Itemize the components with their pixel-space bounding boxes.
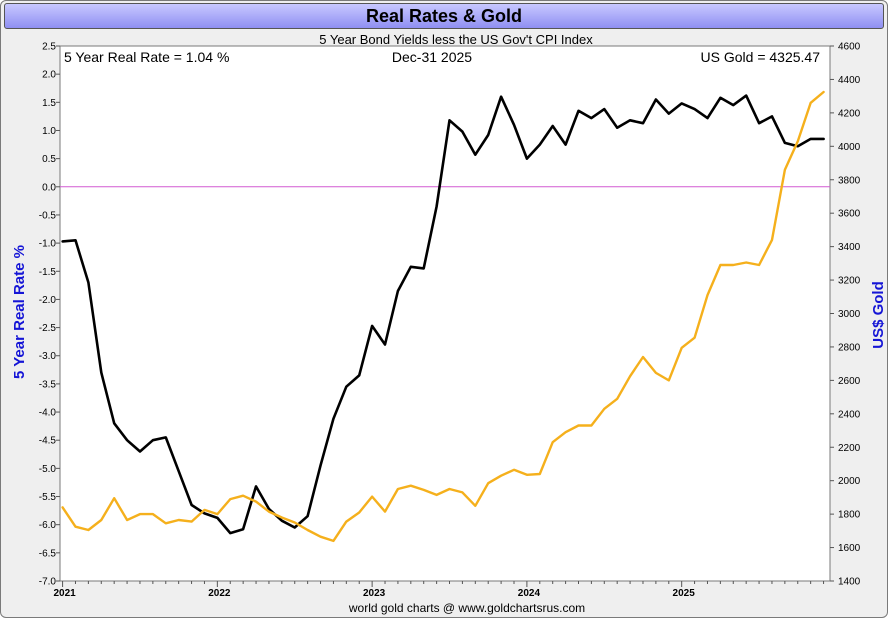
y-right-tick-label: 2800 bbox=[838, 342, 861, 353]
chart-subtitle: 5 Year Bond Yields less the US Gov't CPI… bbox=[319, 32, 593, 47]
y-left-tick-label: 2.5 bbox=[42, 42, 56, 53]
y-right-tick-label: 3000 bbox=[838, 309, 861, 320]
real-rate-readout: 5 Year Real Rate = 1.04 % bbox=[64, 49, 229, 65]
y-left-tick-label: 0.5 bbox=[42, 154, 56, 165]
y-left-tick-label: -2.0 bbox=[39, 295, 57, 306]
chart-source: world gold charts @ www.goldchartsrus.co… bbox=[348, 601, 585, 615]
y-right-tick-label: 4200 bbox=[838, 108, 861, 119]
y-right-tick-label: 2000 bbox=[838, 476, 861, 487]
y-left-tick-label: -1.0 bbox=[39, 239, 57, 250]
y-right-tick-label: 1800 bbox=[838, 510, 861, 521]
y-right-tick-label: 3800 bbox=[838, 175, 861, 186]
y-left-tick-label: 0.0 bbox=[42, 182, 56, 193]
y-left-tick-label: -1.5 bbox=[39, 267, 57, 278]
x-tick-label: 2023 bbox=[363, 588, 386, 599]
y-left-tick-label: -6.0 bbox=[39, 520, 57, 531]
gold-price-line bbox=[61, 90, 825, 543]
y-left-tick-label: -4.5 bbox=[39, 436, 57, 447]
y-left-tick-label: -4.0 bbox=[39, 408, 57, 419]
y-right-tick-label: 2200 bbox=[838, 443, 861, 454]
chart-title: Real Rates & Gold bbox=[4, 3, 884, 29]
gold-price-readout: US Gold = 4325.47 bbox=[701, 49, 821, 65]
x-tick-label: 2021 bbox=[53, 588, 76, 599]
real-rate-line bbox=[61, 94, 825, 535]
y-left-tick-label: 1.5 bbox=[42, 98, 56, 109]
y-right-tick-label: 3400 bbox=[838, 242, 861, 253]
y-axis-left-label: 5 Year Real Rate % bbox=[11, 245, 28, 379]
y-left-tick-label: -6.5 bbox=[39, 548, 57, 559]
x-tick-label: 2024 bbox=[518, 588, 541, 599]
y-right-tick-label: 4400 bbox=[838, 75, 861, 86]
y-left-tick-label: -5.0 bbox=[39, 464, 57, 475]
y-right-tick-label: 4000 bbox=[838, 142, 861, 153]
y-right-tick-label: 1400 bbox=[838, 577, 861, 588]
y-right-tick-label: 4600 bbox=[838, 42, 861, 53]
series-group bbox=[61, 90, 825, 543]
y-left-tick-label: -5.5 bbox=[39, 492, 57, 503]
x-tick-label: 2025 bbox=[673, 588, 696, 599]
y-left-tick-label: 1.0 bbox=[42, 126, 56, 137]
y-right-tick-label: 3600 bbox=[838, 209, 861, 220]
y-left-tick-label: -2.5 bbox=[39, 323, 57, 334]
y-right-tick-label: 2400 bbox=[838, 409, 861, 420]
y-right-tick-label: 1600 bbox=[838, 543, 861, 554]
y-left-tick-label: -7.0 bbox=[39, 577, 57, 588]
y-right-tick-label: 3200 bbox=[838, 276, 861, 287]
y-right-tick-label: 2600 bbox=[838, 376, 861, 387]
y-left-tick-label: -3.5 bbox=[39, 379, 57, 390]
y-left-tick-label: -0.5 bbox=[39, 210, 57, 221]
y-axis-right-label: US$ Gold bbox=[870, 281, 887, 349]
plot-area bbox=[59, 45, 831, 582]
date-readout: Dec-31 2025 bbox=[392, 49, 472, 65]
axis-ticks: 2.5 2.0 1.5 1.0 0.5 0.0 -0.5 -1.0 -1.5 -2.0 -2.5 -3… bbox=[39, 42, 861, 600]
y-left-tick-label: -3.0 bbox=[39, 351, 57, 362]
x-tick-label: 2022 bbox=[208, 588, 231, 599]
y-left-tick-label: 2.0 bbox=[42, 70, 56, 81]
